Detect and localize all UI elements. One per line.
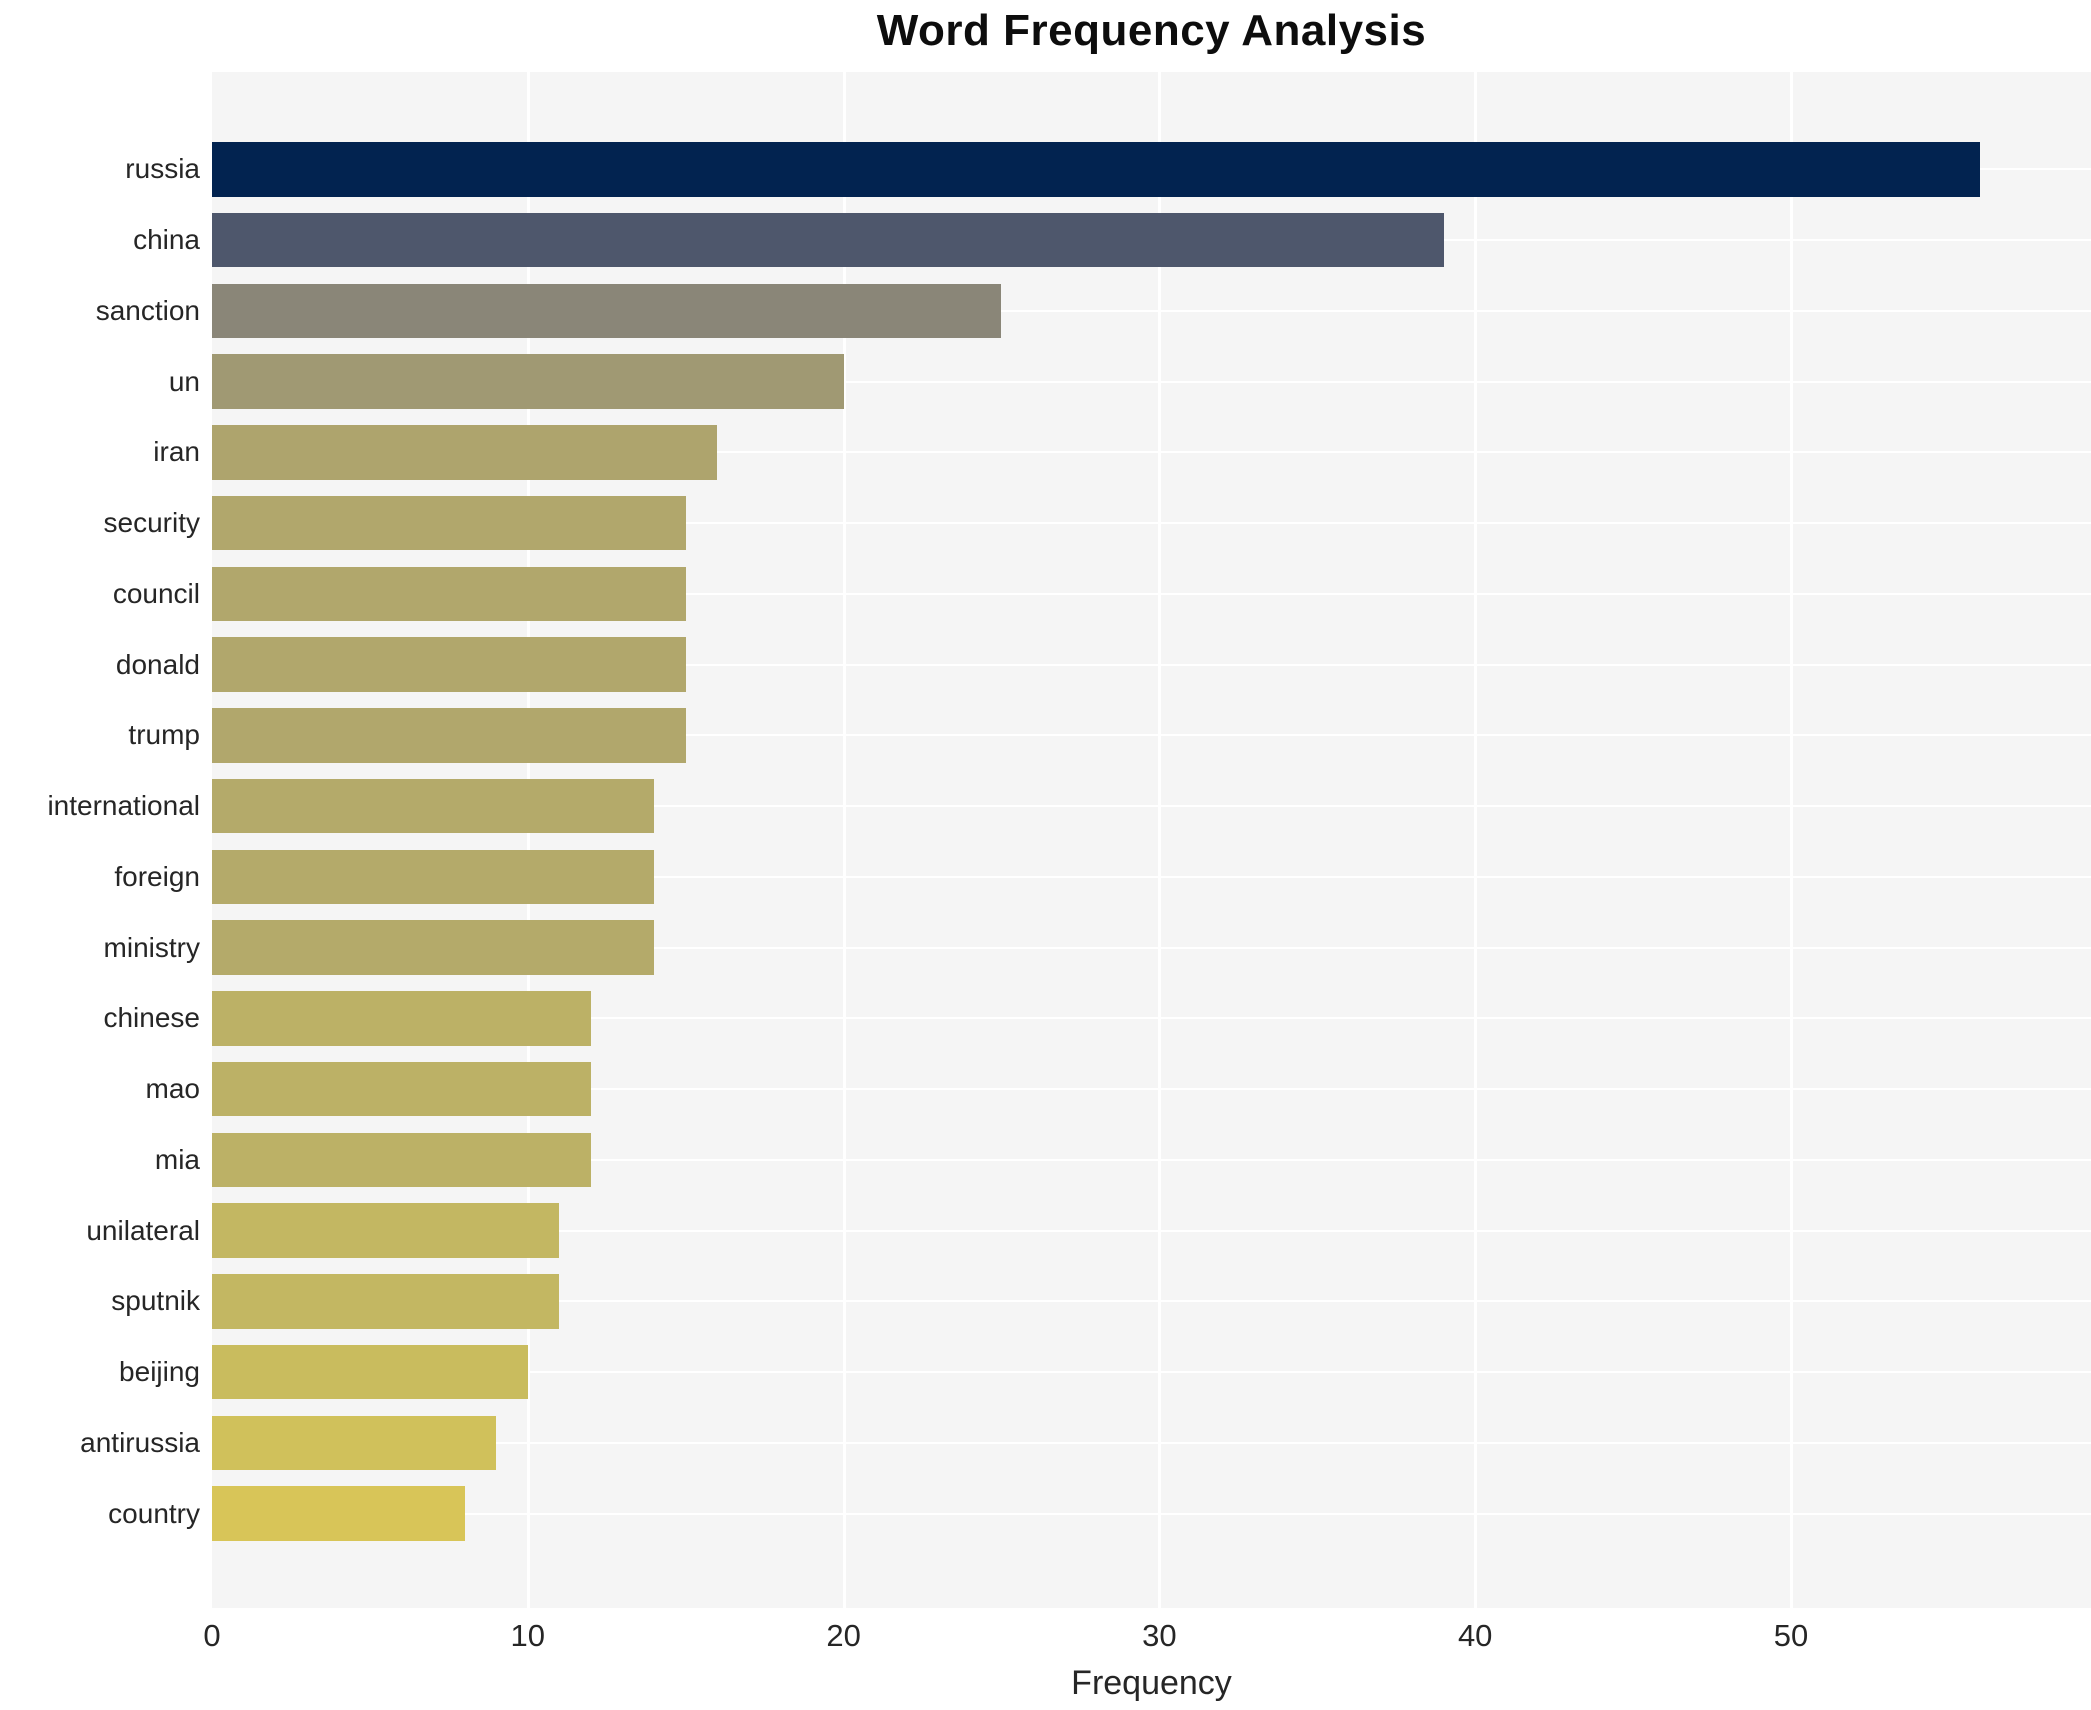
y-tick-label-china: china bbox=[133, 224, 200, 256]
gridline-horizontal bbox=[212, 451, 2091, 454]
y-tick-label-ministry: ministry bbox=[103, 931, 200, 963]
gridline-horizontal bbox=[212, 1229, 2091, 1232]
x-tick-label-10: 10 bbox=[510, 1618, 546, 1653]
gridline-vertical bbox=[842, 72, 846, 1608]
bar-foreign bbox=[212, 849, 655, 905]
gridline-horizontal bbox=[212, 663, 2091, 666]
bar-sputnik bbox=[212, 1274, 560, 1329]
y-tick-label-donald: donald bbox=[115, 648, 200, 680]
y-tick-label-russia: russia bbox=[125, 153, 200, 185]
gridline-horizontal bbox=[212, 380, 2091, 383]
y-tick-label-mia: mia bbox=[154, 1143, 200, 1175]
y-tick-label-security: security bbox=[103, 507, 200, 539]
x-tick-label-50: 50 bbox=[1773, 1618, 1809, 1653]
y-tick-label-beijing: beijing bbox=[119, 1356, 200, 1388]
x-tick-label-40: 40 bbox=[1457, 1618, 1493, 1653]
y-tick-label-chinese: chinese bbox=[103, 1002, 200, 1034]
bar-mao bbox=[212, 1061, 591, 1117]
gridline-horizontal bbox=[212, 522, 2091, 525]
bar-unilateral bbox=[212, 1203, 560, 1258]
bar-chinese bbox=[212, 991, 591, 1046]
bar-trump bbox=[212, 708, 686, 763]
gridline-horizontal bbox=[212, 1300, 2091, 1303]
bar-un bbox=[212, 354, 844, 409]
plot-area bbox=[212, 72, 2091, 1608]
bar-beijing bbox=[212, 1344, 528, 1400]
gridline-horizontal bbox=[212, 309, 2091, 312]
y-tick-label-foreign: foreign bbox=[114, 860, 200, 892]
gridline-horizontal bbox=[212, 1017, 2091, 1020]
chart-title: Word Frequency Analysis bbox=[876, 6, 1427, 55]
y-tick-label-sputnik: sputnik bbox=[111, 1285, 200, 1317]
x-tick-label-0: 0 bbox=[203, 1618, 221, 1653]
x-tick-label-20: 20 bbox=[826, 1618, 861, 1653]
bar-international bbox=[212, 778, 655, 834]
gridline-vertical bbox=[526, 72, 530, 1608]
y-tick-label-antirussia: antirussia bbox=[80, 1426, 200, 1458]
bar-council bbox=[212, 566, 686, 622]
gridline-horizontal bbox=[212, 1371, 2091, 1374]
gridline-horizontal bbox=[212, 946, 2091, 949]
gridline-vertical bbox=[1789, 72, 1793, 1608]
bar-china bbox=[212, 212, 1444, 268]
bar-donald bbox=[212, 637, 686, 692]
y-tick-label-international: international bbox=[47, 790, 200, 822]
y-tick-label-trump: trump bbox=[128, 719, 200, 751]
gridline-horizontal bbox=[212, 1158, 2091, 1161]
y-tick-label-sanction: sanction bbox=[95, 294, 200, 326]
x-axis-label: Frequency bbox=[1071, 1664, 1232, 1702]
gridline-horizontal bbox=[212, 1088, 2091, 1091]
gridline-vertical bbox=[1158, 72, 1162, 1608]
bar-sanction bbox=[212, 283, 1002, 339]
x-tick-label-30: 30 bbox=[1142, 1618, 1177, 1653]
gridline-horizontal bbox=[212, 1512, 2091, 1515]
bar-country bbox=[212, 1486, 465, 1541]
y-tick-label-unilateral: unilateral bbox=[86, 1214, 200, 1246]
gridline-vertical bbox=[1474, 72, 1478, 1608]
gridline-horizontal bbox=[212, 875, 2091, 878]
gridline-horizontal bbox=[212, 592, 2091, 595]
gridline-horizontal bbox=[212, 734, 2091, 737]
y-tick-label-un: un bbox=[168, 365, 200, 397]
bar-antirussia bbox=[212, 1415, 497, 1471]
bar-iran bbox=[212, 425, 718, 480]
gridline-horizontal bbox=[212, 805, 2091, 808]
bar-russia bbox=[212, 142, 1981, 197]
y-tick-label-mao: mao bbox=[145, 1073, 200, 1105]
y-tick-label-council: council bbox=[112, 577, 200, 609]
gridline-horizontal bbox=[212, 1441, 2091, 1444]
y-tick-label-iran: iran bbox=[153, 436, 200, 468]
bar-mia bbox=[212, 1132, 591, 1188]
y-tick-label-country: country bbox=[108, 1497, 200, 1529]
bar-security bbox=[212, 495, 686, 551]
bar-ministry bbox=[212, 920, 655, 975]
